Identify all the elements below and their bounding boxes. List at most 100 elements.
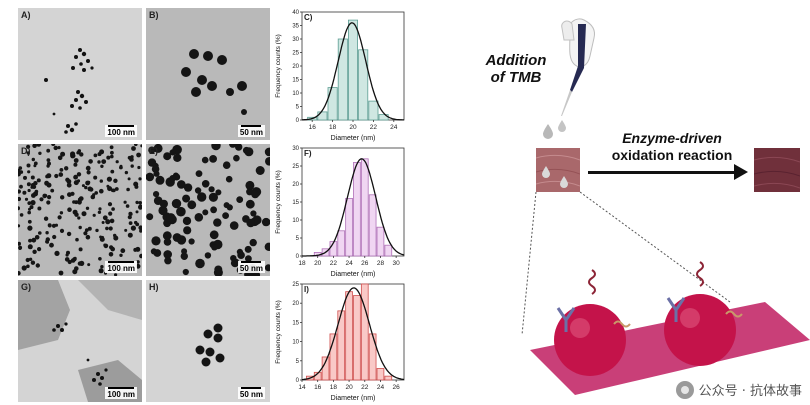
nanoparticle (46, 200, 51, 205)
nanoparticle (139, 253, 142, 259)
nanoparticle (264, 147, 270, 157)
nanoparticle (73, 256, 77, 260)
enzyme-icon (588, 261, 704, 295)
histogram-f-svg: 18 20 22 24 26 28 30 0 5 10 15 20 25 30 Diameter (nm) F… (275, 146, 405, 278)
nanoparticle (45, 237, 50, 242)
nanoparticle (76, 179, 81, 183)
nanoparticle (213, 218, 222, 227)
nanoparticle (57, 215, 62, 220)
nanoparticle (92, 193, 96, 197)
histogram-bar (384, 375, 393, 381)
y-tick-label: 35 (292, 24, 299, 30)
nanoparticle (100, 164, 104, 168)
nanoparticle (115, 160, 119, 164)
nanoparticle (31, 157, 35, 162)
nanoparticle (159, 199, 168, 208)
nanoparticle (265, 157, 270, 166)
nanoparticle (74, 200, 79, 205)
nanoparticle (251, 190, 260, 199)
nanoparticle (183, 226, 192, 235)
panel-label: F) (304, 149, 312, 158)
nanoparticle (19, 213, 24, 217)
nanoparticle (84, 185, 88, 190)
nanoparticle (99, 149, 105, 155)
nanoparticle (49, 242, 54, 248)
nanoparticle (109, 218, 115, 224)
histogram-bar (337, 230, 346, 257)
nanoparticle (128, 221, 133, 225)
nanoparticle (74, 266, 79, 271)
x-tick-label: 22 (361, 384, 369, 391)
nanoparticle (163, 152, 172, 161)
nanoparticle (83, 231, 88, 236)
nanoparticle (77, 216, 81, 220)
histogram-bar (348, 19, 359, 121)
nanoparticle (182, 194, 191, 203)
nanoparticle (155, 175, 165, 185)
nanoparticle (182, 268, 189, 276)
nanoparticle (70, 151, 76, 157)
nanoparticle (27, 201, 32, 205)
nanoparticle (73, 174, 78, 180)
reaction-arrow (588, 171, 736, 174)
nanoparticle (99, 236, 105, 242)
nanoparticle (113, 178, 118, 183)
nanoparticle (108, 211, 113, 216)
x-tick-label: 18 (330, 384, 338, 391)
nanoparticle (209, 155, 217, 163)
nanoparticle (114, 273, 118, 276)
nanoparticle (146, 213, 154, 221)
nanoparticle-sphere-right (664, 294, 736, 366)
nanoparticle (105, 219, 111, 225)
nanoparticle (27, 225, 33, 231)
scale-bar-a: 100 nm (105, 125, 137, 137)
nanoparticle (264, 242, 270, 251)
nanoparticle (18, 247, 22, 250)
x-tick-label: 20 (345, 384, 353, 391)
x-tick-label: 28 (377, 260, 385, 267)
nanoparticle (187, 200, 197, 210)
nanoparticle (264, 264, 270, 272)
x-tick-label: 18 (298, 260, 306, 267)
nanoparticle (57, 146, 61, 150)
y-tick-label: 20 (292, 64, 299, 70)
nanoparticle (148, 146, 156, 154)
histogram-bar (317, 111, 328, 121)
pipette-tip (561, 90, 572, 116)
x-tick-label: 20 (349, 124, 357, 131)
antibody-icon (556, 297, 686, 332)
drop-icon (542, 166, 550, 178)
nanoparticle (135, 210, 139, 214)
scale-bar-h-text: 50 nm (239, 390, 263, 399)
nanoparticle (85, 165, 91, 171)
y-tick-label: 0 (296, 378, 300, 384)
tile-texture (535, 154, 581, 188)
nanoparticle (94, 191, 98, 195)
nanoparticle (18, 224, 21, 228)
nanoparticle (246, 218, 255, 228)
nanoparticle (110, 154, 114, 159)
nanoparticle (26, 182, 31, 187)
x-tick-label: 16 (309, 124, 317, 131)
nanoparticle (37, 247, 42, 252)
nanoparticle (177, 180, 186, 189)
histogram-bar (376, 368, 385, 381)
nanoparticle-sphere-left (554, 304, 626, 376)
panel-label: C) (304, 13, 313, 22)
y-tick-label: 5 (296, 236, 300, 242)
pipette-body (570, 24, 586, 92)
nanoparticle (25, 257, 30, 263)
nanoparticle (222, 212, 229, 219)
nanoparticle (27, 244, 33, 250)
nanoparticle (127, 232, 133, 238)
histogram-bar (360, 283, 369, 381)
nanoparticle (98, 257, 102, 261)
scale-bar-d: 100 nm (105, 261, 137, 273)
nanoparticle (171, 198, 182, 209)
nanoparticle (34, 189, 39, 194)
nanoparticle (202, 209, 209, 216)
y-tick-label: 5 (296, 359, 300, 365)
nanoparticle (30, 200, 36, 206)
histogram-c-svg: 16 18 20 22 24 0 5 10 15 20 25 30 35 40 Diameter (nm) F… (275, 10, 405, 142)
nanoparticle (108, 226, 113, 231)
